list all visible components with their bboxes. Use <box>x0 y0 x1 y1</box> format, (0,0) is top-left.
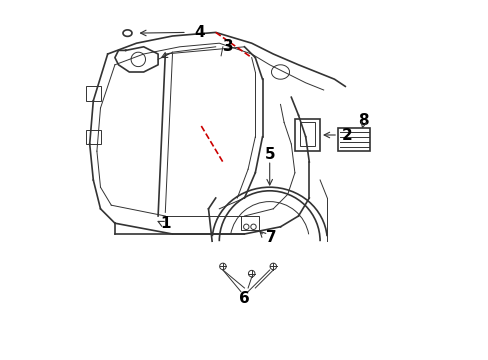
Text: 2: 2 <box>341 127 352 143</box>
FancyBboxPatch shape <box>300 122 314 146</box>
Text: 1: 1 <box>160 216 170 231</box>
Text: 6: 6 <box>239 291 249 306</box>
FancyBboxPatch shape <box>86 130 101 144</box>
Text: 4: 4 <box>194 25 204 40</box>
Text: 8: 8 <box>357 113 368 128</box>
FancyBboxPatch shape <box>294 119 320 151</box>
FancyBboxPatch shape <box>241 216 258 230</box>
FancyBboxPatch shape <box>86 86 101 101</box>
Text: 3: 3 <box>223 39 233 54</box>
Text: 5: 5 <box>264 147 274 162</box>
Text: 7: 7 <box>265 230 276 245</box>
FancyBboxPatch shape <box>337 128 370 151</box>
